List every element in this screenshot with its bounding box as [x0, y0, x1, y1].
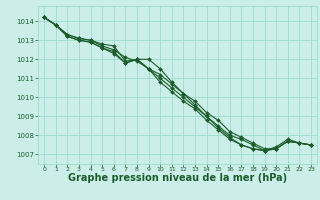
- X-axis label: Graphe pression niveau de la mer (hPa): Graphe pression niveau de la mer (hPa): [68, 173, 287, 183]
